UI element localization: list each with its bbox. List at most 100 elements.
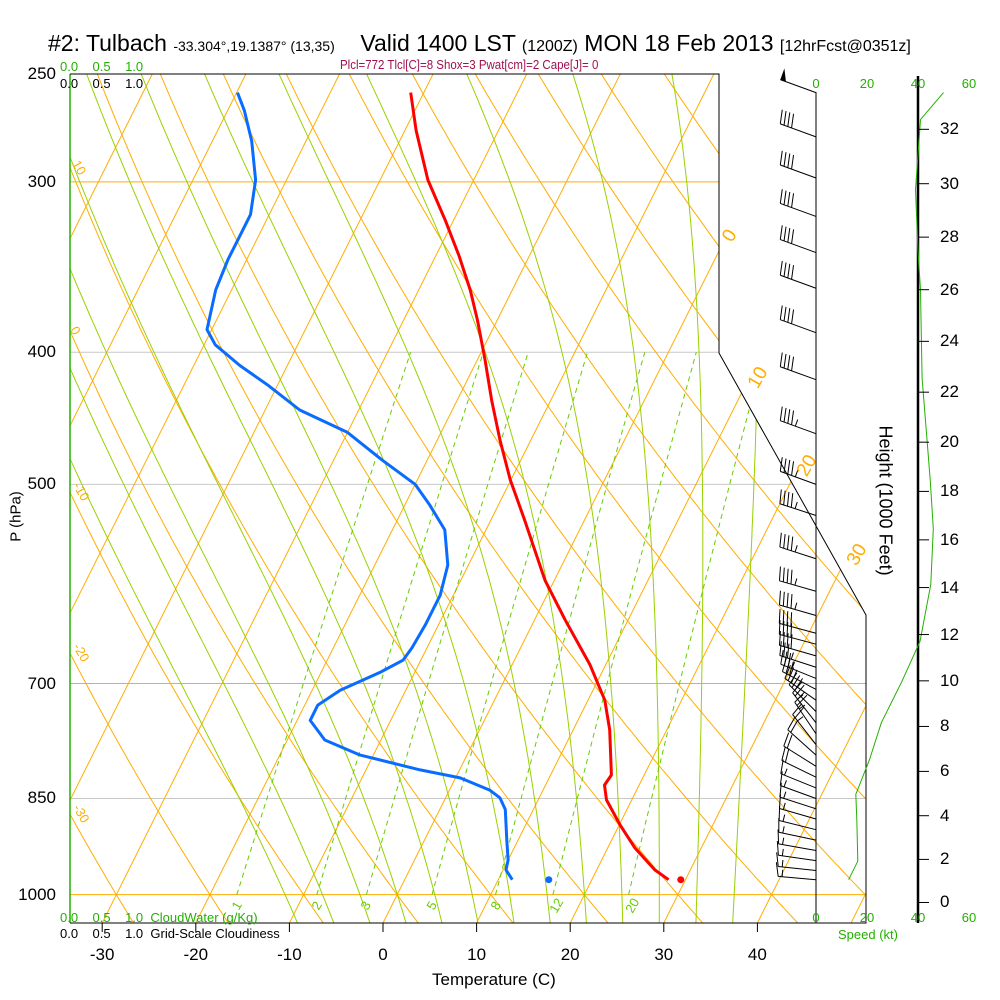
wind-barb	[778, 590, 817, 616]
moist-adiabat	[273, 74, 552, 923]
isotherm	[192, 74, 627, 923]
dry-adiabat	[70, 74, 138, 923]
barb-half-tick	[794, 501, 798, 509]
dewpoint-line	[205, 92, 514, 881]
height-axis-label: Height (1000 Feet)	[875, 425, 896, 576]
wind-barb	[778, 620, 817, 645]
barb-tick	[779, 109, 783, 124]
isotherm	[70, 74, 253, 923]
mixing-ratio-line	[365, 352, 529, 895]
wind-barbs	[775, 68, 817, 881]
barb-tick	[787, 717, 796, 730]
isotherm	[285, 74, 721, 923]
barb-staff	[778, 875, 817, 881]
barb-half-tick	[790, 652, 794, 660]
barb-staff	[792, 714, 817, 745]
speed-tick-label-bottom: 60	[961, 910, 977, 925]
isotherm	[473, 74, 866, 923]
dry-adiabat	[70, 74, 329, 923]
x-axis-label: Temperature (C)	[432, 970, 556, 989]
wind-barb	[779, 260, 817, 289]
height-tick-label: 0	[940, 892, 950, 912]
barb-tick	[790, 569, 793, 585]
chart-title: #2: Tulbach -33.304°,19.1387° (13,35) Va…	[48, 30, 911, 57]
barb-tick	[790, 623, 793, 638]
barb-tick	[796, 694, 808, 706]
barb-staff	[779, 580, 817, 592]
speed-tick-label-top: 40	[910, 76, 926, 91]
barb-half-tick	[783, 791, 787, 799]
tick: 0.5	[92, 910, 111, 925]
wind-barb	[779, 352, 817, 381]
moist-adiabat	[461, 74, 624, 923]
height-tick-label: 30	[940, 173, 959, 193]
surface-temperature-point	[677, 876, 685, 884]
wind-barb	[779, 457, 817, 485]
barb-tick	[792, 681, 803, 694]
plot-border	[70, 73, 867, 924]
barb-tick	[778, 794, 781, 809]
barb-tick	[782, 591, 785, 607]
barb-staff	[779, 819, 817, 831]
barb-tick	[787, 191, 791, 207]
barb-half-tick	[791, 662, 795, 669]
barb-tick	[790, 493, 794, 508]
barb-tick	[780, 650, 784, 665]
height-tick-label: 24	[940, 331, 959, 351]
tick: 0.5	[92, 59, 111, 74]
wind-barb	[781, 746, 817, 778]
isotherm	[379, 74, 814, 923]
barb-tick	[791, 113, 795, 129]
barb-staff	[779, 796, 817, 810]
wind-barb	[779, 771, 817, 799]
cloudiness-label: Grid-Scale Cloudiness	[150, 926, 280, 941]
wind-barb	[779, 189, 817, 217]
utc-time: (1200Z)	[521, 38, 578, 55]
pressure-tick-label: 1000	[18, 884, 56, 904]
barb-tick	[786, 643, 790, 659]
wind-barb	[776, 840, 817, 862]
isotherm	[660, 74, 866, 923]
barb-tick	[778, 590, 781, 606]
barb-tick	[782, 567, 785, 582]
barb-half-tick	[784, 768, 788, 776]
moist-adiabat	[70, 74, 409, 923]
barb-staff	[778, 866, 817, 872]
pressure-tick-label: 400	[27, 342, 56, 362]
barb-staff	[778, 854, 817, 862]
isotherm	[70, 74, 440, 923]
mixing-ratio-line	[495, 352, 646, 895]
height-ticks	[918, 128, 929, 903]
barb-tick	[783, 152, 787, 167]
wind-speed-line	[848, 92, 944, 880]
surface-dewpoint-point	[545, 876, 553, 884]
barb-half-tick	[797, 716, 804, 722]
moist-adiabat	[199, 74, 516, 923]
cloudiness-scale-bottom: 0.0 0.5 1.0 Grid-Scale Cloudiness	[60, 926, 280, 941]
tick: 1.0	[125, 59, 144, 74]
cloud-water-scale-top: 0.0 0.5 1.0	[60, 59, 143, 74]
wind-barb	[775, 862, 817, 881]
height-tick-label: 16	[940, 529, 959, 549]
height-tick-label: 8	[940, 716, 950, 736]
barb-tick	[786, 611, 789, 626]
height-tick-label: 2	[940, 849, 950, 869]
barb-tick	[779, 305, 783, 320]
wind-barb	[779, 150, 817, 179]
barb-staff	[780, 663, 817, 679]
temperature-tick-label: -30	[89, 945, 115, 964]
wind-barb	[787, 717, 817, 756]
barb-tick	[786, 633, 789, 648]
barb-half-tick	[794, 470, 799, 477]
dry-adiabat	[970, 62, 1000, 929]
wind-barb	[779, 225, 817, 254]
station-name: #2: Tulbach	[48, 30, 167, 56]
barb-tick	[777, 829, 780, 844]
barb-half-tick	[781, 869, 784, 877]
height-tick-label: 20	[940, 432, 959, 452]
barb-staff	[778, 831, 817, 841]
wind-barb	[779, 109, 817, 138]
barb-staff	[787, 729, 817, 756]
barb-tick	[794, 691, 806, 703]
cloud-water-label: CloudWater (g/Kg)	[150, 910, 258, 925]
